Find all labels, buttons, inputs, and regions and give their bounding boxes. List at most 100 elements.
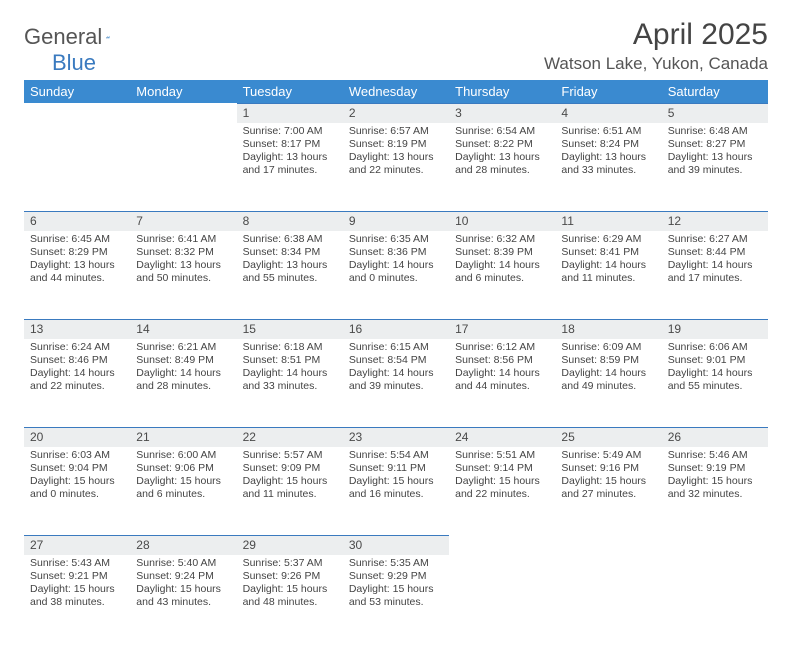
sunset-value: Sunset: 8:46 PM: [30, 354, 124, 367]
sunrise-value: Sunrise: 6:45 AM: [30, 233, 124, 246]
day-number: 12: [662, 211, 768, 231]
sunset-value: Sunset: 8:56 PM: [455, 354, 549, 367]
day-cell: Sunrise: 6:06 AMSunset: 9:01 PMDaylight:…: [662, 339, 768, 398]
sunset-value: Sunset: 8:59 PM: [561, 354, 655, 367]
daylight-value: Daylight: 14 hours and 28 minutes.: [136, 367, 230, 393]
day-number: 14: [130, 319, 236, 339]
day-cell: Sunrise: 6:41 AMSunset: 8:32 PMDaylight:…: [130, 231, 236, 290]
day-cell: Sunrise: 6:29 AMSunset: 8:41 PMDaylight:…: [555, 231, 661, 290]
sunrise-value: Sunrise: 5:51 AM: [455, 449, 549, 462]
day-cell: Sunrise: 6:35 AMSunset: 8:36 PMDaylight:…: [343, 231, 449, 290]
day-cell: Sunrise: 5:46 AMSunset: 9:19 PMDaylight:…: [662, 447, 768, 506]
day-cell: Sunrise: 6:18 AMSunset: 8:51 PMDaylight:…: [237, 339, 343, 398]
day-cell: Sunrise: 7:00 AMSunset: 8:17 PMDaylight:…: [237, 123, 343, 182]
day-cell: Sunrise: 6:15 AMSunset: 8:54 PMDaylight:…: [343, 339, 449, 398]
sunrise-value: Sunrise: 6:18 AM: [243, 341, 337, 354]
day-cell: Sunrise: 6:51 AMSunset: 8:24 PMDaylight:…: [555, 123, 661, 182]
sunset-value: Sunset: 9:11 PM: [349, 462, 443, 475]
daylight-value: Daylight: 13 hours and 17 minutes.: [243, 151, 337, 177]
brand-name-b: Blue: [52, 50, 96, 76]
daylight-value: Daylight: 13 hours and 50 minutes.: [136, 259, 230, 285]
sunset-value: Sunset: 8:41 PM: [561, 246, 655, 259]
sunrise-value: Sunrise: 6:51 AM: [561, 125, 655, 138]
sunset-value: Sunset: 9:29 PM: [349, 570, 443, 583]
sunrise-value: Sunrise: 6:12 AM: [455, 341, 549, 354]
day-number: 13: [24, 319, 130, 339]
day-number: 7: [130, 211, 236, 231]
sunrise-value: Sunrise: 6:15 AM: [349, 341, 443, 354]
sunset-value: Sunset: 8:27 PM: [668, 138, 762, 151]
daylight-value: Daylight: 13 hours and 22 minutes.: [349, 151, 443, 177]
weekday-header: Tuesday: [237, 80, 343, 103]
location-label: Watson Lake, Yukon, Canada: [544, 54, 768, 74]
weekday-header: Sunday: [24, 80, 130, 103]
sunset-value: Sunset: 8:36 PM: [349, 246, 443, 259]
daylight-value: Daylight: 15 hours and 0 minutes.: [30, 475, 124, 501]
sunset-value: Sunset: 8:44 PM: [668, 246, 762, 259]
day-number: 6: [24, 211, 130, 231]
daylight-value: Daylight: 15 hours and 16 minutes.: [349, 475, 443, 501]
day-number: 22: [237, 427, 343, 447]
page-title: April 2025: [544, 18, 768, 52]
daylight-value: Daylight: 14 hours and 17 minutes.: [668, 259, 762, 285]
day-number: 11: [555, 211, 661, 231]
daylight-value: Daylight: 15 hours and 6 minutes.: [136, 475, 230, 501]
day-number: 18: [555, 319, 661, 339]
daylight-value: Daylight: 15 hours and 53 minutes.: [349, 583, 443, 609]
sunset-value: Sunset: 9:19 PM: [668, 462, 762, 475]
daylight-value: Daylight: 15 hours and 48 minutes.: [243, 583, 337, 609]
daylight-value: Daylight: 14 hours and 22 minutes.: [30, 367, 124, 393]
sunset-value: Sunset: 9:14 PM: [455, 462, 549, 475]
day-cell: Sunrise: 6:45 AMSunset: 8:29 PMDaylight:…: [24, 231, 130, 290]
sunset-value: Sunset: 9:26 PM: [243, 570, 337, 583]
sunset-value: Sunset: 9:04 PM: [30, 462, 124, 475]
sunset-value: Sunset: 8:39 PM: [455, 246, 549, 259]
day-number: 25: [555, 427, 661, 447]
sunrise-value: Sunrise: 6:24 AM: [30, 341, 124, 354]
day-cell: Sunrise: 6:38 AMSunset: 8:34 PMDaylight:…: [237, 231, 343, 290]
flag-icon: [106, 28, 110, 46]
sunrise-value: Sunrise: 6:21 AM: [136, 341, 230, 354]
day-cell: Sunrise: 5:57 AMSunset: 9:09 PMDaylight:…: [237, 447, 343, 506]
sunset-value: Sunset: 8:19 PM: [349, 138, 443, 151]
weekday-header: Wednesday: [343, 80, 449, 103]
day-cell: Sunrise: 5:37 AMSunset: 9:26 PMDaylight:…: [237, 555, 343, 614]
sunrise-value: Sunrise: 6:48 AM: [668, 125, 762, 138]
weekday-header-row: SundayMondayTuesdayWednesdayThursdayFrid…: [24, 80, 768, 103]
sunrise-value: Sunrise: 6:35 AM: [349, 233, 443, 246]
day-number: 2: [343, 103, 449, 123]
day-number: 9: [343, 211, 449, 231]
sunset-value: Sunset: 9:21 PM: [30, 570, 124, 583]
daylight-value: Daylight: 14 hours and 11 minutes.: [561, 259, 655, 285]
sunrise-value: Sunrise: 6:09 AM: [561, 341, 655, 354]
sunrise-value: Sunrise: 6:00 AM: [136, 449, 230, 462]
day-number: 16: [343, 319, 449, 339]
day-number: 8: [237, 211, 343, 231]
day-cell: Sunrise: 6:21 AMSunset: 8:49 PMDaylight:…: [130, 339, 236, 398]
daylight-value: Daylight: 13 hours and 44 minutes.: [30, 259, 124, 285]
day-cell: Sunrise: 6:48 AMSunset: 8:27 PMDaylight:…: [662, 123, 768, 182]
daylight-value: Daylight: 15 hours and 38 minutes.: [30, 583, 124, 609]
day-number: 26: [662, 427, 768, 447]
day-number: 15: [237, 319, 343, 339]
weekday-header: Saturday: [662, 80, 768, 103]
sunrise-value: Sunrise: 6:29 AM: [561, 233, 655, 246]
day-cell: Sunrise: 5:40 AMSunset: 9:24 PMDaylight:…: [130, 555, 236, 614]
day-number: 1: [237, 103, 343, 123]
sunrise-value: Sunrise: 5:49 AM: [561, 449, 655, 462]
sunrise-value: Sunrise: 6:27 AM: [668, 233, 762, 246]
day-cell: Sunrise: 6:00 AMSunset: 9:06 PMDaylight:…: [130, 447, 236, 506]
day-cell: Sunrise: 5:54 AMSunset: 9:11 PMDaylight:…: [343, 447, 449, 506]
day-cell: Sunrise: 6:32 AMSunset: 8:39 PMDaylight:…: [449, 231, 555, 290]
day-number: 19: [662, 319, 768, 339]
sunrise-value: Sunrise: 5:46 AM: [668, 449, 762, 462]
sunset-value: Sunset: 9:16 PM: [561, 462, 655, 475]
day-number: 24: [449, 427, 555, 447]
day-number: 20: [24, 427, 130, 447]
sunrise-value: Sunrise: 5:54 AM: [349, 449, 443, 462]
day-number: 17: [449, 319, 555, 339]
daylight-value: Daylight: 13 hours and 55 minutes.: [243, 259, 337, 285]
daylight-value: Daylight: 14 hours and 33 minutes.: [243, 367, 337, 393]
weekday-header: Friday: [555, 80, 661, 103]
day-number: 10: [449, 211, 555, 231]
